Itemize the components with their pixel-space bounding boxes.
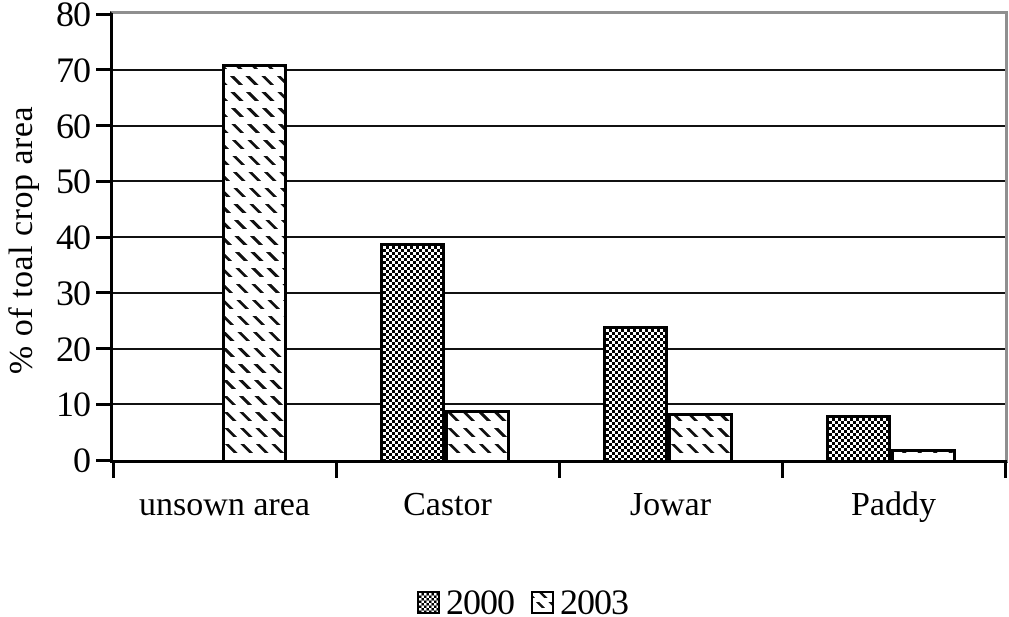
x-tick-mark-2 (557, 460, 561, 478)
gridline-20 (113, 347, 1005, 350)
gridline-70 (113, 68, 1005, 71)
plot-area (110, 11, 1008, 463)
bar-Jowar-2000 (602, 326, 668, 460)
x-tick-mark-4 (1003, 460, 1007, 478)
y-tick-mark-0 (96, 458, 113, 462)
y-tick-label-70: 70 (56, 49, 91, 90)
legend-label-2003: 2003 (560, 582, 629, 617)
gridline-50 (113, 180, 1005, 183)
legend-swatch-2003-icon (531, 590, 554, 614)
x-tick-mark-1 (334, 460, 338, 478)
y-tick-label-40: 40 (56, 217, 91, 257)
y-tick-mark-10 (96, 402, 113, 406)
y-tick-label-80: 80 (56, 0, 91, 34)
gridline-60 (113, 124, 1005, 127)
category-label-Castor: Castor (403, 486, 492, 523)
y-tick-label-50: 50 (56, 161, 91, 202)
y-tick-mark-80 (96, 12, 113, 16)
y-tick-label-10: 10 (56, 384, 91, 425)
y-tick-label-0: 0 (73, 440, 91, 480)
bar-Castor-2003 (444, 410, 510, 460)
category-label-Jowar: Jowar (629, 486, 712, 523)
legend: 2000 2003 (417, 582, 629, 617)
bar-unsown-area-2003 (221, 64, 287, 460)
y-tick-label-60: 60 (56, 105, 91, 146)
bar-Castor-2000 (379, 243, 445, 460)
bar-Paddy-2003 (890, 449, 956, 460)
bar-Paddy-2000 (825, 415, 891, 460)
y-tick-mark-40 (96, 235, 113, 239)
x-tick-mark-3 (780, 460, 784, 478)
y-tick-label-30: 30 (56, 272, 91, 313)
y-tick-mark-70 (96, 68, 113, 72)
legend-swatch-2000-icon (417, 590, 440, 614)
y-tick-label-20: 20 (56, 328, 91, 369)
y-tick-mark-20 (96, 347, 113, 350)
category-label-unsown-area: unsown area (139, 486, 310, 523)
bar-Jowar-2003 (667, 413, 733, 460)
gridline-10 (113, 403, 1005, 406)
legend-label-2000: 2000 (446, 582, 515, 617)
x-tick-mark-0 (111, 460, 115, 478)
y-tick-mark-60 (96, 124, 113, 127)
category-label-Paddy: Paddy (851, 486, 936, 523)
gridline-30 (113, 291, 1005, 294)
y-tick-mark-30 (96, 291, 113, 295)
gridline-40 (113, 236, 1005, 238)
y-tick-mark-50 (96, 179, 113, 183)
